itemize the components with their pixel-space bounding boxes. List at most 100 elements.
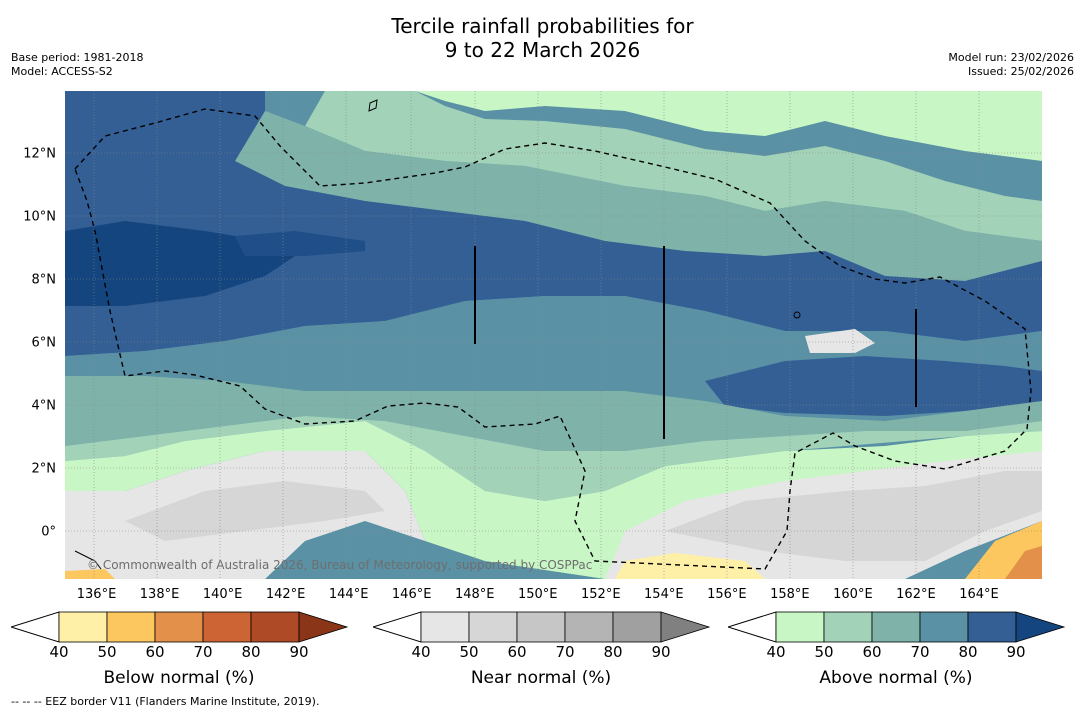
- graticule: [65, 91, 1042, 579]
- colorbar: [728, 611, 1066, 643]
- colorbar-segment: [420, 611, 470, 643]
- field-above-50-south: [65, 416, 1042, 501]
- colorbar-label: Below normal (%): [103, 668, 255, 688]
- x-tick-label: 162°E: [896, 587, 936, 602]
- colorbar-tick-label: 90: [651, 643, 671, 661]
- colorbar-segment: [660, 611, 711, 643]
- field-above-80-south: [705, 356, 1042, 416]
- colorbar-tick-label: 60: [862, 643, 882, 661]
- island-3: [74, 550, 102, 570]
- colorbar-tick-label: 40: [411, 643, 431, 661]
- colorbar-segment: [919, 611, 969, 643]
- field-above-40-north: [415, 91, 1042, 161]
- field-below-40-sw: [65, 569, 115, 579]
- colorbar-tick-label: 50: [97, 643, 117, 661]
- colorbar-segment: [564, 611, 614, 643]
- title-line-1: Tercile rainfall probabilities for: [391, 14, 694, 38]
- issued-date: Issued: 25/02/2026: [967, 65, 1074, 78]
- meta-left: Base period: 1981-2018 Model: ACCESS-S2: [11, 51, 143, 79]
- model-run: Model run: 23/02/2026: [948, 51, 1074, 64]
- y-tick-label: 12°N: [23, 146, 56, 162]
- colorbar-segment: [468, 611, 518, 643]
- field-below-40-central: [615, 553, 765, 579]
- field-above-90-b: [235, 231, 365, 256]
- x-tick-label: 146°E: [391, 587, 432, 602]
- x-tick-label: 144°E: [328, 587, 369, 602]
- y-tick-label: 2°N: [31, 461, 57, 477]
- map-canvas: [65, 91, 1042, 579]
- x-tick-label: 152°E: [581, 587, 621, 602]
- colorbar-tick-label: 90: [1006, 643, 1026, 661]
- x-tick-label: 164°E: [959, 587, 999, 602]
- probability-map: © Commonwealth of Australia 2026, Bureau…: [65, 91, 1042, 579]
- colorbar-low-extension: [11, 611, 60, 643]
- colorbar-segment: [202, 611, 252, 643]
- colorbar-tick-label: 60: [507, 643, 527, 661]
- colorbar-segment: [516, 611, 566, 643]
- colorbar-label: Above normal (%): [819, 668, 973, 688]
- colorbar-segment: [154, 611, 204, 643]
- eez-footer-note: -- -- -- EEZ border V11 (Flanders Marine…: [11, 695, 320, 708]
- colorbar-low-extension: [373, 611, 422, 643]
- colorbar-tick-label: 80: [958, 643, 978, 661]
- colorbar-label: Near normal (%): [470, 668, 612, 688]
- x-tick-label: 158°E: [770, 587, 810, 602]
- island-2: [793, 311, 801, 319]
- model-name: Model: ACCESS-S2: [11, 65, 113, 78]
- y-tick-label: 0°: [41, 524, 56, 540]
- colorbar-low-extension: [728, 611, 777, 643]
- field-near-50-west: [125, 481, 385, 541]
- field-near-50-east: [665, 471, 1042, 561]
- colorbar-segment: [106, 611, 156, 643]
- colorbar-segment: [612, 611, 662, 643]
- field-above-80: [65, 91, 1042, 356]
- title-line-2: 9 to 22 March 2026: [444, 38, 641, 62]
- colorbar-segment: [823, 611, 873, 643]
- colorbar-tick-label: 40: [49, 643, 69, 661]
- map-title: Tercile rainfall probabilities for 9 to …: [0, 14, 1085, 62]
- copyright-notice: © Commonwealth of Australia 2026, Bureau…: [87, 558, 593, 572]
- colorbar-tick-label: 80: [603, 643, 623, 661]
- colorbar-tick-label: 70: [555, 643, 575, 661]
- colorbar: [373, 611, 711, 643]
- y-tick-label: 8°N: [31, 272, 57, 288]
- base-period: Base period: 1981-2018: [11, 51, 144, 64]
- colorbar-tick-label: 50: [459, 643, 479, 661]
- x-tick-label: 154°E: [644, 587, 684, 602]
- colorbar-tick-label: 40: [766, 643, 786, 661]
- colorbar-segment: [1015, 611, 1066, 643]
- colorbar: [11, 611, 349, 643]
- colorbar-tick-label: 50: [814, 643, 834, 661]
- field-near-40-ne: [805, 329, 875, 353]
- x-tick-label: 142°E: [265, 587, 306, 602]
- field-below-60-se: [1005, 546, 1042, 579]
- meta-right: Model run: 23/02/2026 Issued: 25/02/2026: [948, 51, 1074, 79]
- x-tick-label: 148°E: [454, 587, 495, 602]
- field-above-60-south: [65, 376, 1042, 451]
- colorbar-segment: [298, 611, 349, 643]
- eez-border: [74, 108, 1032, 570]
- colorbar-segment: [250, 611, 300, 643]
- colorbar-segment: [871, 611, 921, 643]
- colorbar-tick-label: 70: [193, 643, 213, 661]
- colorbar-tick-label: 60: [145, 643, 165, 661]
- colorbar-tick-label: 70: [910, 643, 930, 661]
- y-tick-label: 10°N: [23, 209, 56, 225]
- y-tick-label: 6°N: [31, 335, 57, 351]
- colorbar-segment: [775, 611, 825, 643]
- y-tick-label: 4°N: [31, 398, 57, 414]
- field-above-60-north: [235, 111, 1042, 281]
- x-tick-label: 160°E: [833, 587, 873, 602]
- colorbar-segment: [967, 611, 1017, 643]
- field-above-50-north: [305, 91, 1042, 241]
- colorbar-tick-label: 90: [289, 643, 309, 661]
- island-1: [368, 99, 378, 112]
- field-above-90: [65, 221, 295, 306]
- x-tick-label: 136°E: [76, 587, 117, 602]
- colorbar-segment: [58, 611, 108, 643]
- colorbar-tick-label: 80: [241, 643, 261, 661]
- x-tick-label: 156°E: [707, 587, 747, 602]
- x-tick-label: 140°E: [202, 587, 243, 602]
- x-tick-label: 150°E: [517, 587, 558, 602]
- x-tick-label: 138°E: [139, 587, 180, 602]
